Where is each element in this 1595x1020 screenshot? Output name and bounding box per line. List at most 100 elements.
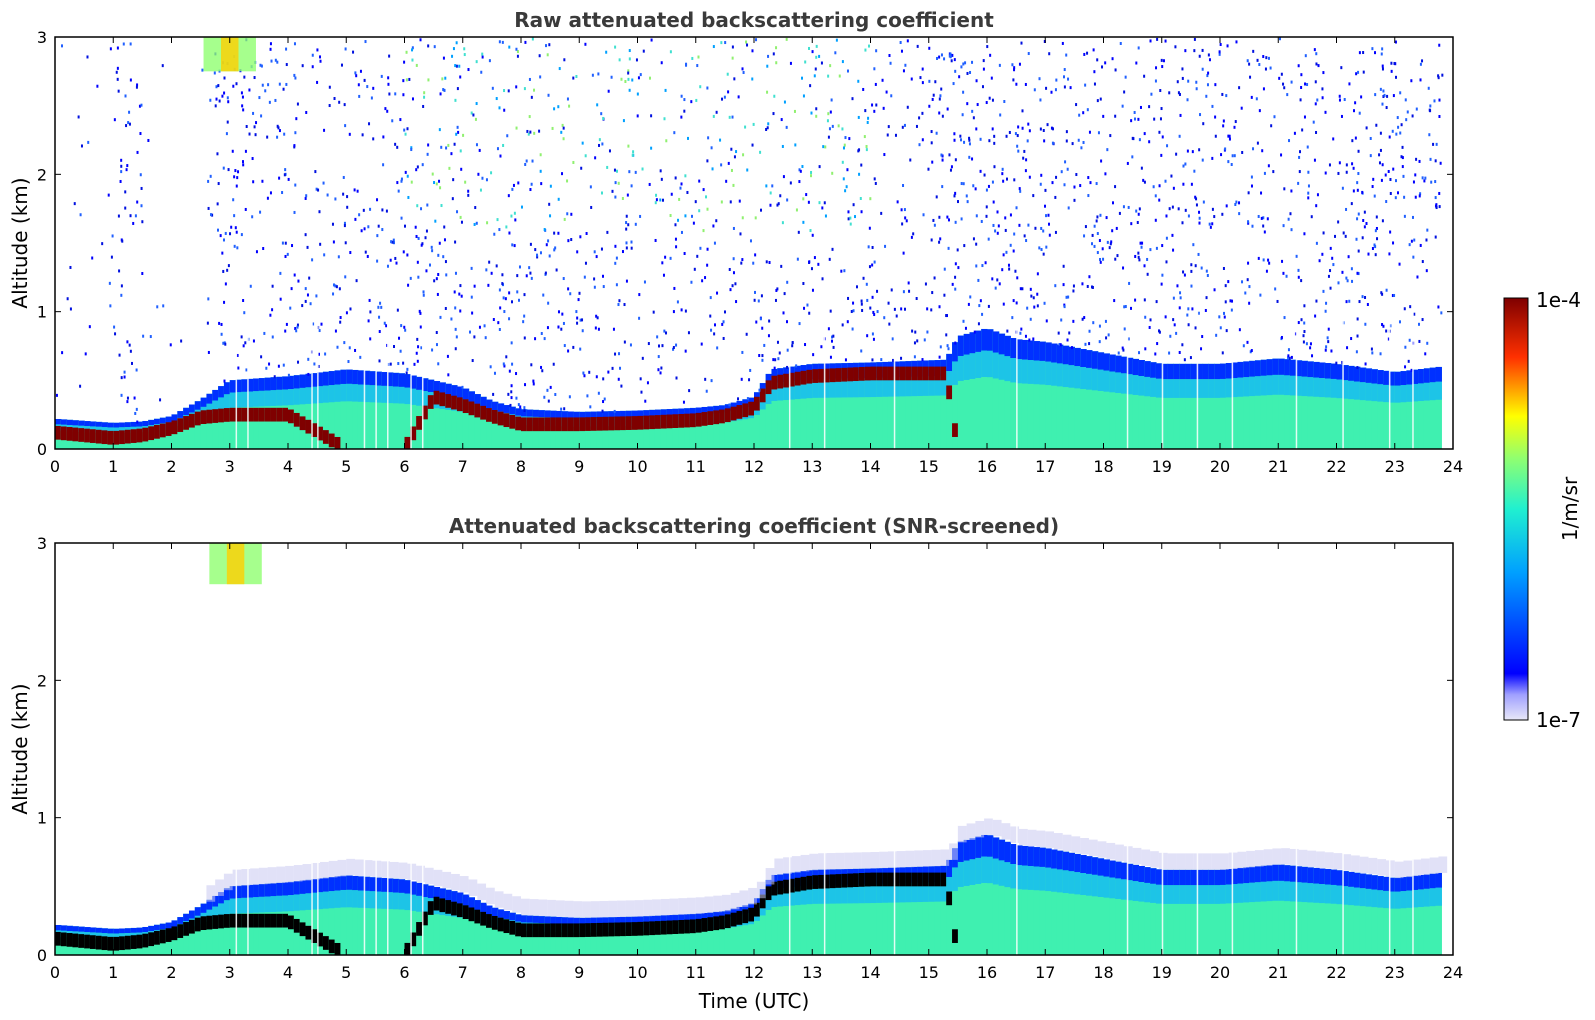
noise-pixel [660, 366, 663, 370]
signal-peak-cell [229, 407, 237, 422]
signal-peak-cell [666, 414, 674, 429]
boundary-layer-top [585, 411, 592, 419]
boundary-layer-top [369, 371, 376, 386]
noise-pixel [679, 186, 682, 190]
data-gap [1388, 311, 1391, 449]
noise-pixel [1304, 82, 1307, 86]
noise-pixel [358, 213, 361, 217]
noise-pixel [815, 44, 818, 48]
noise-pixel [538, 54, 541, 58]
boundary-layer-top [1155, 363, 1163, 379]
boundary-layer-upper [1388, 891, 1396, 909]
noise-pixel [630, 240, 633, 244]
noise-pixel [410, 146, 413, 150]
noise-pixel [959, 134, 962, 138]
noise-pixel [1399, 131, 1402, 135]
noise-pixel [338, 100, 341, 104]
noise-pixel [1123, 327, 1126, 331]
noise-pixel [508, 317, 511, 321]
noise-pixel [1048, 52, 1051, 56]
noise-pixel [496, 218, 499, 222]
data-gap [363, 311, 366, 449]
faint-signal-cell [1281, 848, 1290, 865]
boundary-layer-top [946, 859, 953, 878]
faint-signal-cell [879, 851, 888, 869]
noise-pixel [1202, 200, 1205, 204]
noise-pixel [485, 178, 488, 182]
boundary-layer-cell [812, 363, 819, 449]
boundary-layer-upper [241, 391, 248, 408]
noise-pixel [628, 49, 631, 53]
noise-pixel [938, 305, 941, 309]
x-tick-label: 24 [1443, 963, 1463, 982]
noise-pixel [503, 310, 506, 314]
faint-signal-cell [1254, 850, 1264, 867]
noise-pixel [932, 93, 935, 97]
signal-peak-cell [124, 935, 132, 950]
boundary-layer-top [573, 411, 580, 419]
boundary-layer-upper [369, 891, 376, 909]
noise-pixel [710, 146, 713, 150]
boundary-layer-top [1027, 340, 1035, 361]
noise-pixel [957, 266, 960, 270]
noise-pixel [243, 311, 246, 315]
faint-signal-cell [1351, 855, 1360, 872]
boundary-layer-cell [934, 360, 941, 449]
noise-pixel [815, 107, 818, 111]
boundary-layer-cell [818, 869, 825, 955]
noise-pixel [1088, 329, 1091, 333]
noise-pixel [386, 264, 389, 268]
noise-pixel [602, 116, 605, 120]
noise-pixel [270, 59, 273, 63]
noise-pixel [682, 400, 685, 404]
noise-pixel [996, 231, 999, 235]
boundary-layer-cell [952, 342, 959, 449]
noise-pixel [720, 200, 723, 204]
boundary-layer-top [416, 376, 423, 390]
noise-pixel [513, 211, 516, 215]
signal-peak-cell [608, 922, 615, 937]
boundary-layer-top [555, 410, 563, 418]
noise-pixel [1174, 45, 1177, 49]
noise-pixel [1297, 181, 1300, 185]
boundary-layer-upper [1132, 375, 1140, 395]
noise-pixel [1437, 74, 1440, 78]
noise-pixel [940, 153, 943, 157]
noise-pixel [1433, 99, 1436, 103]
boundary-layer-upper [1406, 384, 1413, 402]
boundary-layer-upper [771, 383, 778, 401]
signal-peak-cell [858, 873, 866, 887]
noise-pixel [547, 239, 550, 243]
noise-pixel [1113, 299, 1116, 303]
noise-pixel [459, 149, 462, 153]
boundary-layer-cell [1016, 339, 1023, 449]
noise-pixel [993, 141, 996, 145]
signal-peak-cell [515, 416, 522, 431]
noise-pixel [1091, 233, 1094, 237]
noise-pixel [1223, 315, 1226, 319]
noise-pixel [277, 126, 280, 130]
noise-pixel [1381, 102, 1384, 106]
noise-pixel [746, 397, 749, 401]
noise-pixel [927, 167, 930, 171]
noise-pixel [1340, 114, 1343, 118]
noise-pixel [869, 197, 872, 201]
noise-pixel [625, 221, 628, 225]
signal-peak-cell [439, 898, 446, 913]
noise-pixel [964, 326, 967, 330]
boundary-layer-upper [1319, 378, 1326, 398]
noise-pixel [586, 394, 589, 398]
noise-pixel [1082, 111, 1085, 115]
noise-pixel [1048, 233, 1051, 237]
noise-pixel [1438, 98, 1441, 102]
faint-signal-cell [1062, 834, 1072, 852]
boundary-layer-upper [835, 884, 842, 904]
noise-pixel [987, 304, 990, 308]
noise-pixel [1021, 126, 1024, 130]
noise-pixel [1039, 127, 1042, 131]
signal-peak-cell [823, 368, 831, 383]
noise-pixel [1148, 325, 1151, 329]
noise-pixel [614, 352, 617, 356]
noise-pixel [680, 230, 683, 234]
noise-pixel [402, 79, 405, 83]
